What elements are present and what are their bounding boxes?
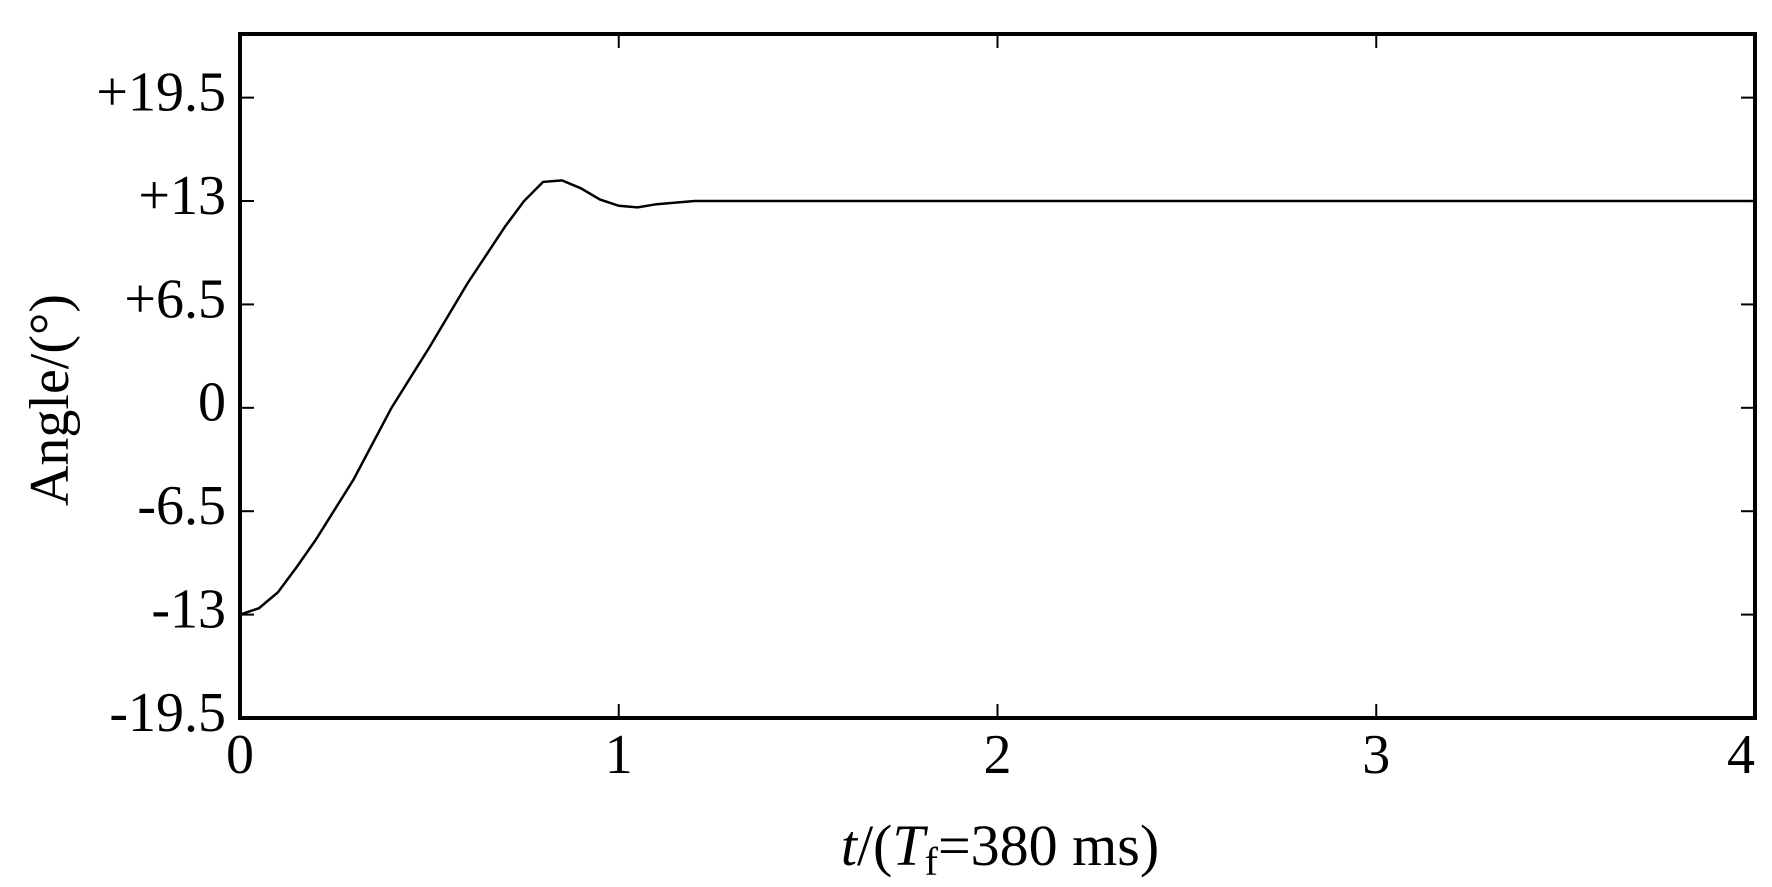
y-tick-label: -6.5 bbox=[137, 475, 226, 537]
x-tick-label: 4 bbox=[1727, 724, 1755, 786]
y-tick-label: +19.5 bbox=[96, 61, 226, 123]
x-tick-label: 0 bbox=[226, 724, 254, 786]
line-series bbox=[239, 179, 1755, 616]
y-tick-label: -13 bbox=[151, 578, 226, 640]
x-label-part: =380 ms) bbox=[938, 813, 1159, 878]
y-tick-label: 0 bbox=[198, 372, 226, 434]
x-tick-label: 3 bbox=[1362, 724, 1390, 786]
x-tick-label: 2 bbox=[984, 724, 1012, 786]
x-label-part: T bbox=[892, 813, 928, 878]
y-tick-label: +6.5 bbox=[124, 268, 226, 330]
x-label-part: /( bbox=[857, 813, 892, 878]
x-label-part: f bbox=[925, 839, 939, 884]
x-tick-label: 1 bbox=[605, 724, 633, 786]
y-tick-label: -19.5 bbox=[109, 682, 226, 744]
y-tick-label: +13 bbox=[138, 165, 226, 227]
y-axis-label: Angle/(°) bbox=[19, 294, 81, 506]
x-axis-label: t/(Tf=380 ms) bbox=[841, 813, 1159, 884]
plot-frame bbox=[238, 32, 1757, 720]
x-label-part: t bbox=[841, 813, 859, 878]
